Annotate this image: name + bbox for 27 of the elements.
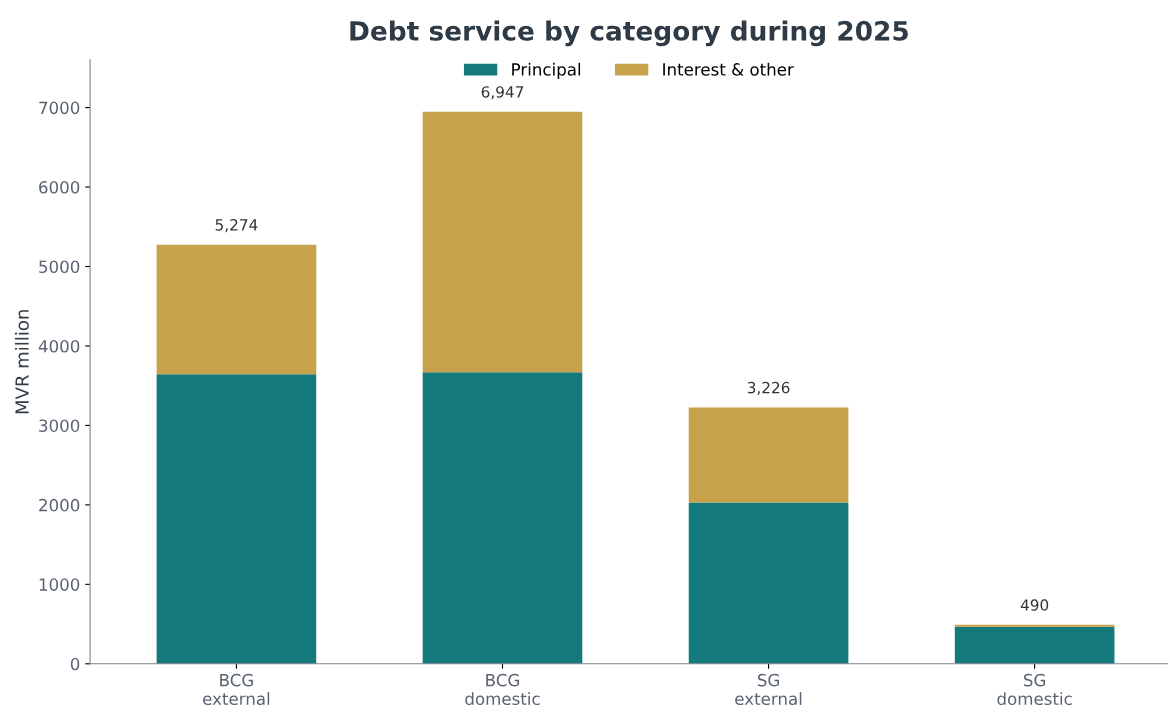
- total-label: 6,947: [481, 86, 524, 100]
- y-tick-label: 6000: [39, 180, 80, 194]
- bar: [688, 407, 849, 503]
- chart-title: Debt service by category during 2025: [350, 20, 908, 47]
- bar: [422, 111, 583, 373]
- y-tick-label: 1000: [39, 578, 80, 591]
- total-label: 5,274: [215, 219, 258, 233]
- y-tick-label: 7000: [39, 101, 80, 115]
- y-tick-label: 5000: [39, 260, 80, 274]
- y-tick-label: 0: [70, 657, 80, 671]
- legend-label: Interest & other: [663, 62, 794, 76]
- x-tick-label: BCG domestic: [465, 673, 540, 706]
- total-label: 490: [1020, 599, 1049, 611]
- y-tick-label: 3000: [39, 419, 80, 432]
- y-axis-title: MVR million: [14, 310, 29, 414]
- bar: [156, 374, 317, 664]
- x-tick-label: SG domestic: [997, 673, 1072, 706]
- total-label: 3,226: [747, 381, 790, 395]
- x-tick-label: SG external: [735, 673, 802, 706]
- bar: [954, 626, 1115, 664]
- bar: [156, 244, 317, 375]
- y-tick-label: 2000: [39, 498, 80, 512]
- y-tick-label: 4000: [38, 339, 80, 353]
- bar: [688, 502, 849, 664]
- bar: [422, 372, 583, 664]
- legend-label: Principal: [512, 62, 581, 79]
- x-tick-label: BCG external: [203, 673, 270, 706]
